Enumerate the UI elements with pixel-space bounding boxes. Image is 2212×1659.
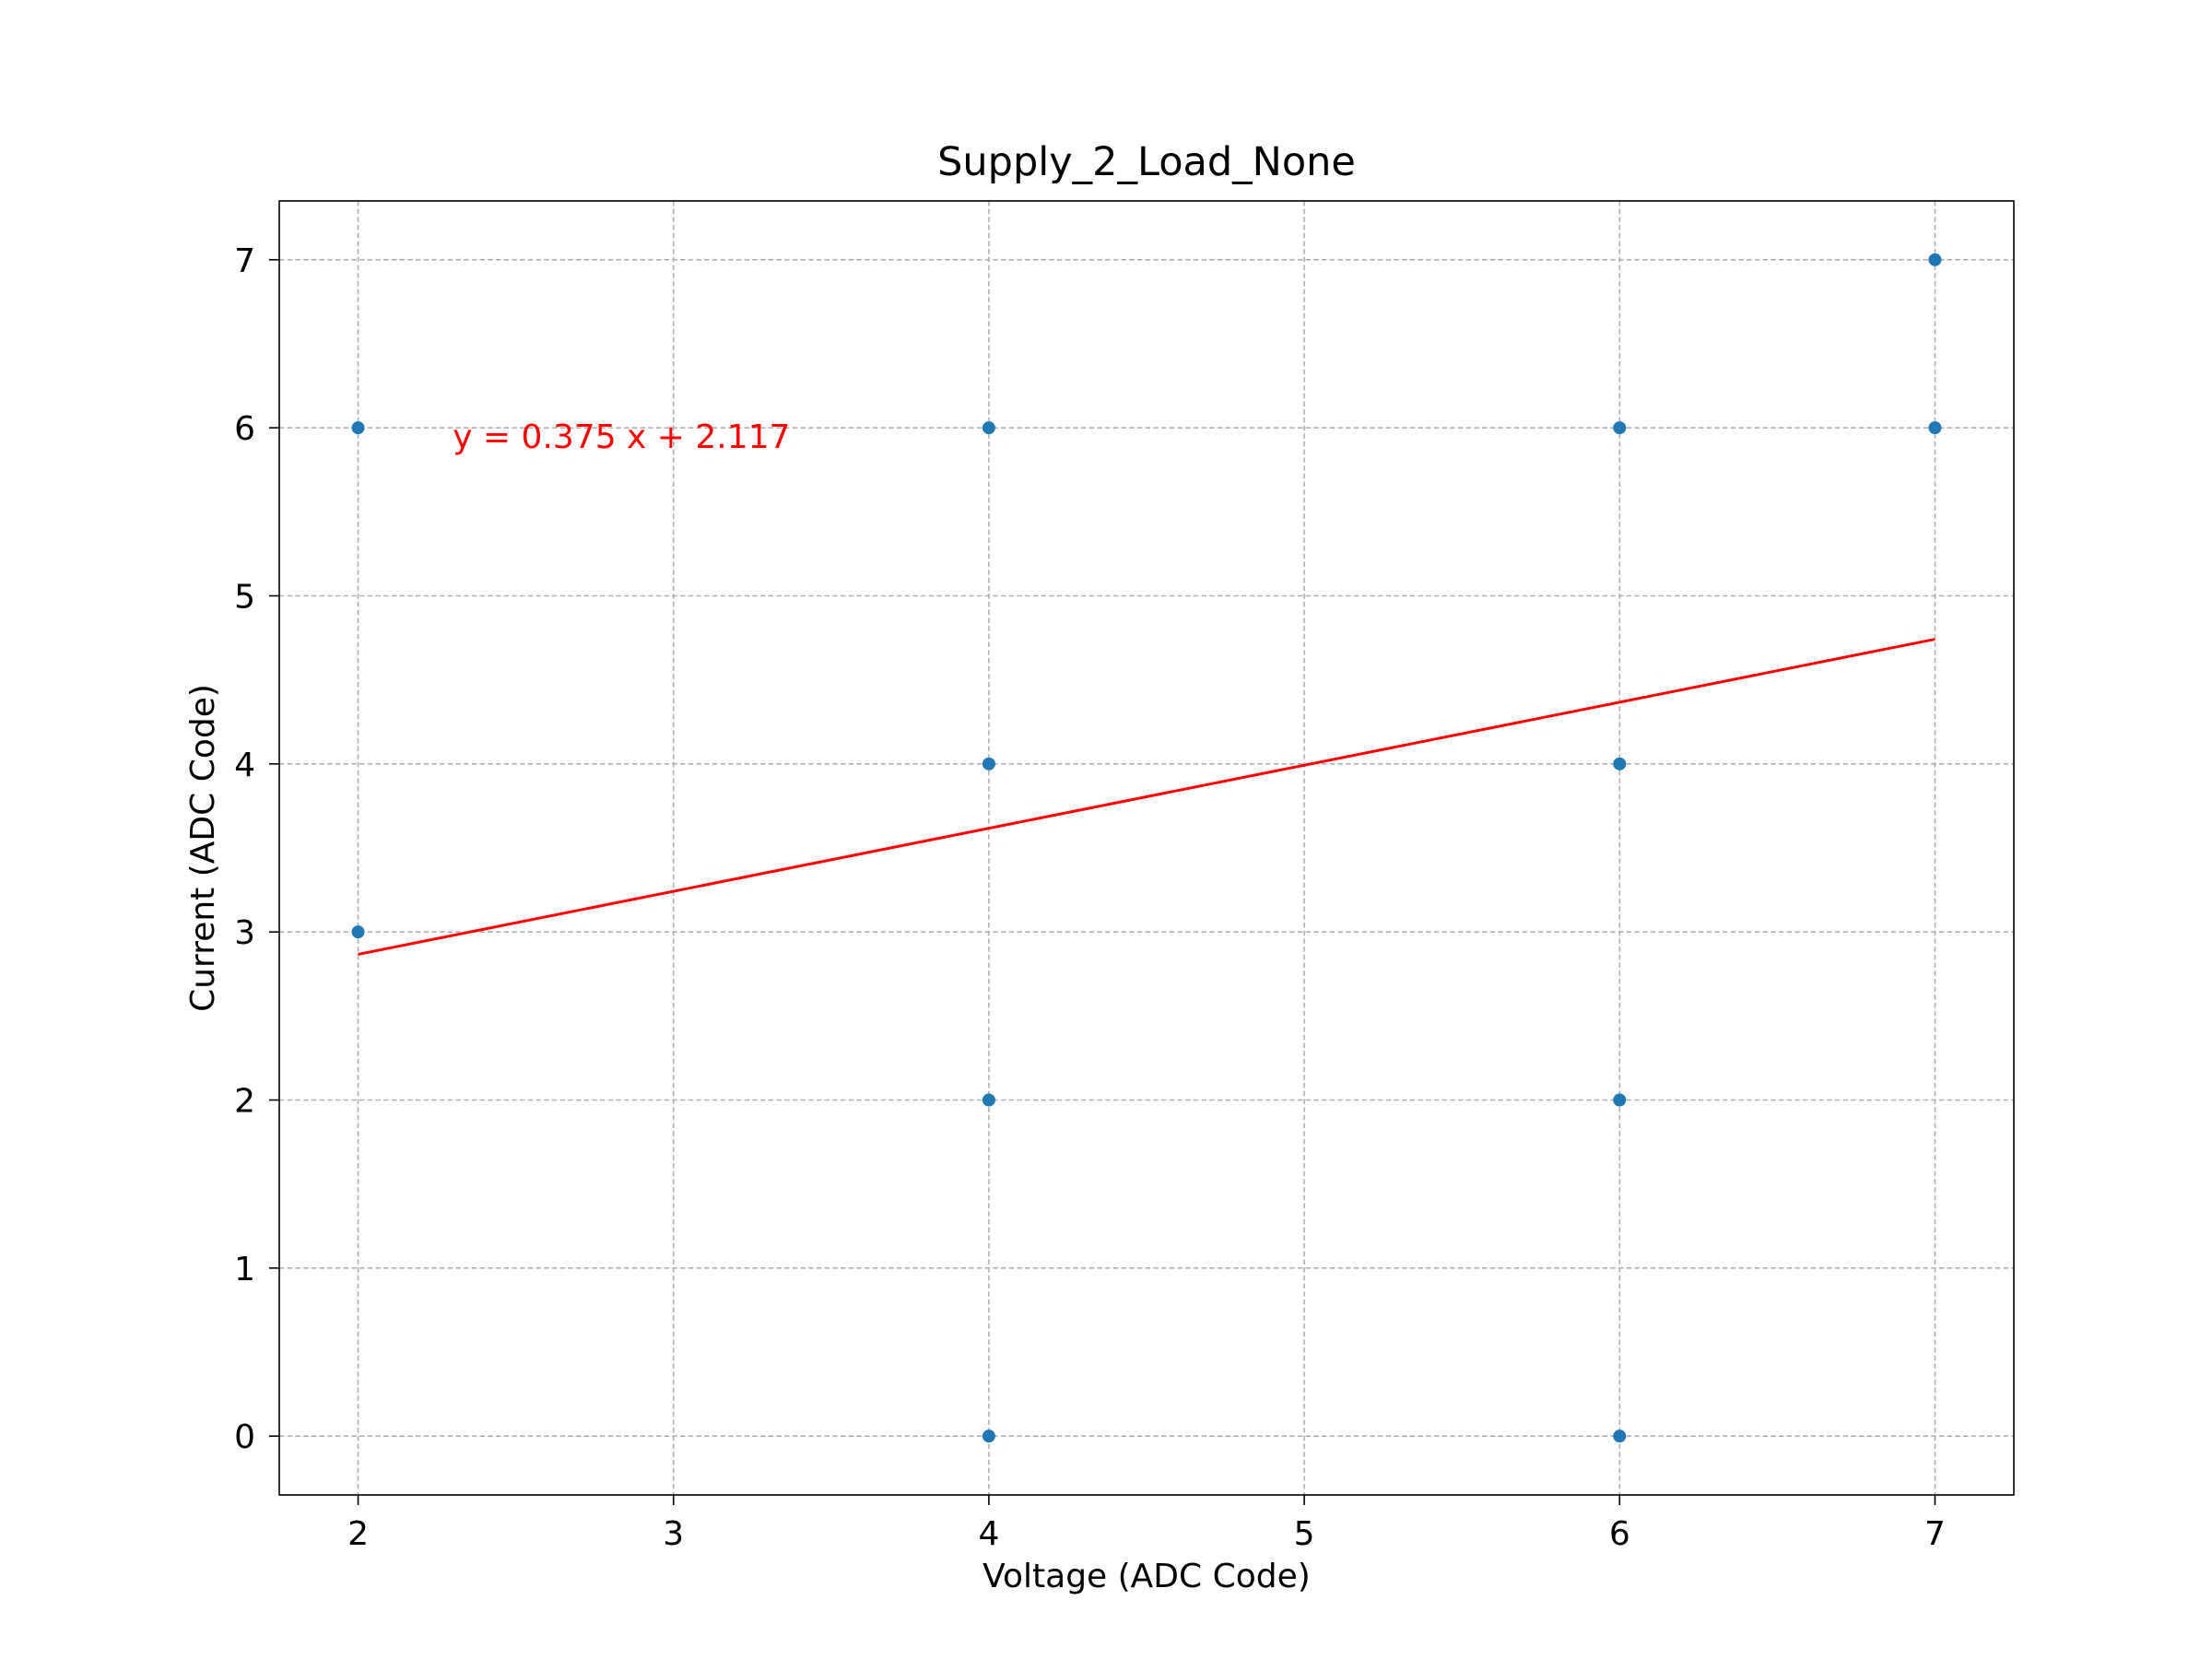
x-tick-label: 2 xyxy=(347,1515,369,1553)
data-point xyxy=(1613,421,1627,435)
data-point xyxy=(1613,757,1627,771)
fit-line-group xyxy=(358,638,1936,956)
y-tick-label: 3 xyxy=(234,914,255,952)
data-point xyxy=(351,925,365,939)
chart-title: Supply_2_Load_None xyxy=(937,139,1356,185)
y-tick-label: 2 xyxy=(234,1083,255,1121)
x-axis-ticks: 2 3 4 5 6 7 xyxy=(347,1495,1946,1553)
data-point xyxy=(1613,1093,1627,1107)
y-tick-label: 0 xyxy=(234,1418,255,1456)
grid xyxy=(279,201,2014,1495)
x-tick-label: 3 xyxy=(663,1515,684,1553)
y-tick-label: 5 xyxy=(234,578,255,616)
fit-equation-annotation: y = 0.375 x + 2.117 xyxy=(453,418,790,456)
x-tick-label: 4 xyxy=(978,1515,999,1553)
x-tick-label: 7 xyxy=(1924,1515,1946,1553)
x-tick-label: 5 xyxy=(1294,1515,1315,1553)
y-tick-label: 4 xyxy=(234,747,255,784)
x-axis-label: Voltage (ADC Code) xyxy=(982,1558,1311,1595)
data-point xyxy=(1928,421,1942,435)
x-tick-label: 6 xyxy=(1609,1515,1630,1553)
data-point xyxy=(1613,1430,1627,1443)
data-point xyxy=(982,1430,995,1443)
data-point xyxy=(1928,253,1942,266)
data-point xyxy=(982,1093,995,1107)
y-tick-label: 6 xyxy=(234,410,255,448)
data-points xyxy=(351,253,1942,1443)
data-point xyxy=(351,421,365,435)
fit-line xyxy=(358,638,1936,956)
plot-frame xyxy=(278,200,2015,1496)
y-tick-label: 1 xyxy=(234,1251,255,1288)
y-tick-label: 7 xyxy=(234,242,255,280)
y-axis-ticks: 0 1 2 3 4 5 6 7 xyxy=(234,242,279,1456)
y-axis-label: Current (ADC Code) xyxy=(184,684,222,1012)
data-point xyxy=(982,421,995,435)
data-point xyxy=(982,757,995,771)
